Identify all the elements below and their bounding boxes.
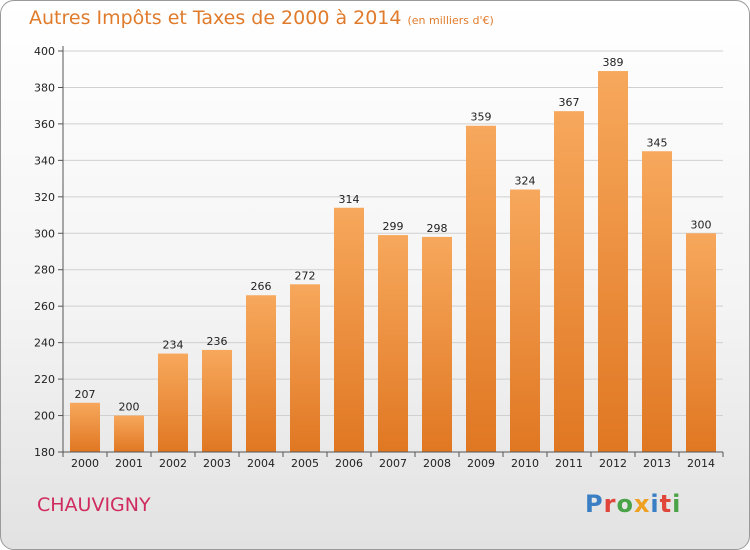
bar [642, 151, 672, 452]
bar-value-label: 298 [427, 222, 448, 235]
y-tick-label: 260 [34, 300, 55, 313]
bars [70, 71, 716, 453]
logo-letter: P [585, 490, 604, 518]
x-tick-label: 2007 [379, 457, 407, 470]
bar [554, 111, 584, 453]
proxiti-logo[interactable]: Proxiti [585, 490, 681, 518]
bar [290, 284, 320, 452]
bar-value-label: 272 [295, 269, 316, 282]
bar [378, 235, 408, 452]
y-tick-label: 200 [34, 410, 55, 423]
bar [70, 402, 100, 452]
bar-value-label: 207 [75, 388, 96, 401]
bar-value-label: 234 [163, 339, 184, 352]
bar [686, 233, 716, 452]
x-tick-label: 2006 [335, 457, 363, 470]
bar-value-label: 236 [207, 335, 228, 348]
logo-letter: i [650, 490, 660, 518]
x-tick-label: 2004 [247, 457, 275, 470]
x-tick-label: 2003 [203, 457, 231, 470]
y-tick-label: 340 [34, 154, 55, 167]
bar-value-label: 345 [647, 136, 668, 149]
bar [114, 415, 144, 452]
x-tick-label: 2008 [423, 457, 451, 470]
x-tick-label: 2001 [115, 457, 143, 470]
y-tick-label: 180 [34, 446, 55, 459]
x-tick-label: 2013 [643, 457, 671, 470]
x-tick-label: 2000 [71, 457, 99, 470]
bar [202, 349, 232, 452]
y-tick-label: 320 [34, 191, 55, 204]
bar-value-label: 359 [471, 111, 492, 124]
bar [510, 189, 540, 452]
y-tick-label: 280 [34, 264, 55, 277]
logo-letter: r [603, 490, 617, 518]
bar-value-label: 389 [603, 56, 624, 69]
chart-subtitle: (en milliers d'€) [407, 14, 494, 27]
x-tick-label: 2014 [687, 457, 715, 470]
bar [246, 295, 276, 452]
city-name: CHAUVIGNY [37, 494, 151, 516]
bar-value-label: 266 [251, 280, 272, 293]
chart-title: Autres Impôts et Taxes de 2000 à 2014 (en… [29, 7, 494, 29]
logo-letter: t [659, 490, 673, 518]
bar-value-label: 314 [339, 193, 360, 206]
y-tick-label: 300 [34, 227, 55, 240]
chart-title-text: Autres Impôts et Taxes de 2000 à 2014 [29, 7, 402, 29]
y-tick-label: 380 [34, 81, 55, 94]
logo-letter: o [616, 490, 634, 518]
x-tick-label: 2005 [291, 457, 319, 470]
x-tick-label: 2010 [511, 457, 539, 470]
x-tick-label: 2002 [159, 457, 187, 470]
x-tick-label: 2012 [599, 457, 627, 470]
y-tick-label: 240 [34, 337, 55, 350]
bar-value-label: 299 [383, 220, 404, 233]
bar [598, 71, 628, 453]
x-tick-label: 2011 [555, 457, 583, 470]
y-tick-label: 220 [34, 373, 55, 386]
x-tick-label: 2009 [467, 457, 495, 470]
bar [466, 125, 496, 453]
y-tick-label: 400 [34, 45, 55, 58]
logo-letter: x [633, 490, 651, 518]
labels: 180 200 220 240 260 280 300 320 340 360 380 400 207 2… [34, 45, 715, 470]
bar-value-label: 324 [515, 175, 536, 188]
bar-value-label: 367 [559, 96, 580, 109]
axes [58, 46, 724, 457]
bar-value-label: 200 [119, 401, 140, 414]
logo-letter: i [672, 490, 682, 518]
bar [334, 207, 364, 452]
y-tick-label: 360 [34, 118, 55, 131]
bar [158, 353, 188, 452]
bar-value-label: 300 [691, 218, 712, 231]
bar [422, 236, 452, 452]
